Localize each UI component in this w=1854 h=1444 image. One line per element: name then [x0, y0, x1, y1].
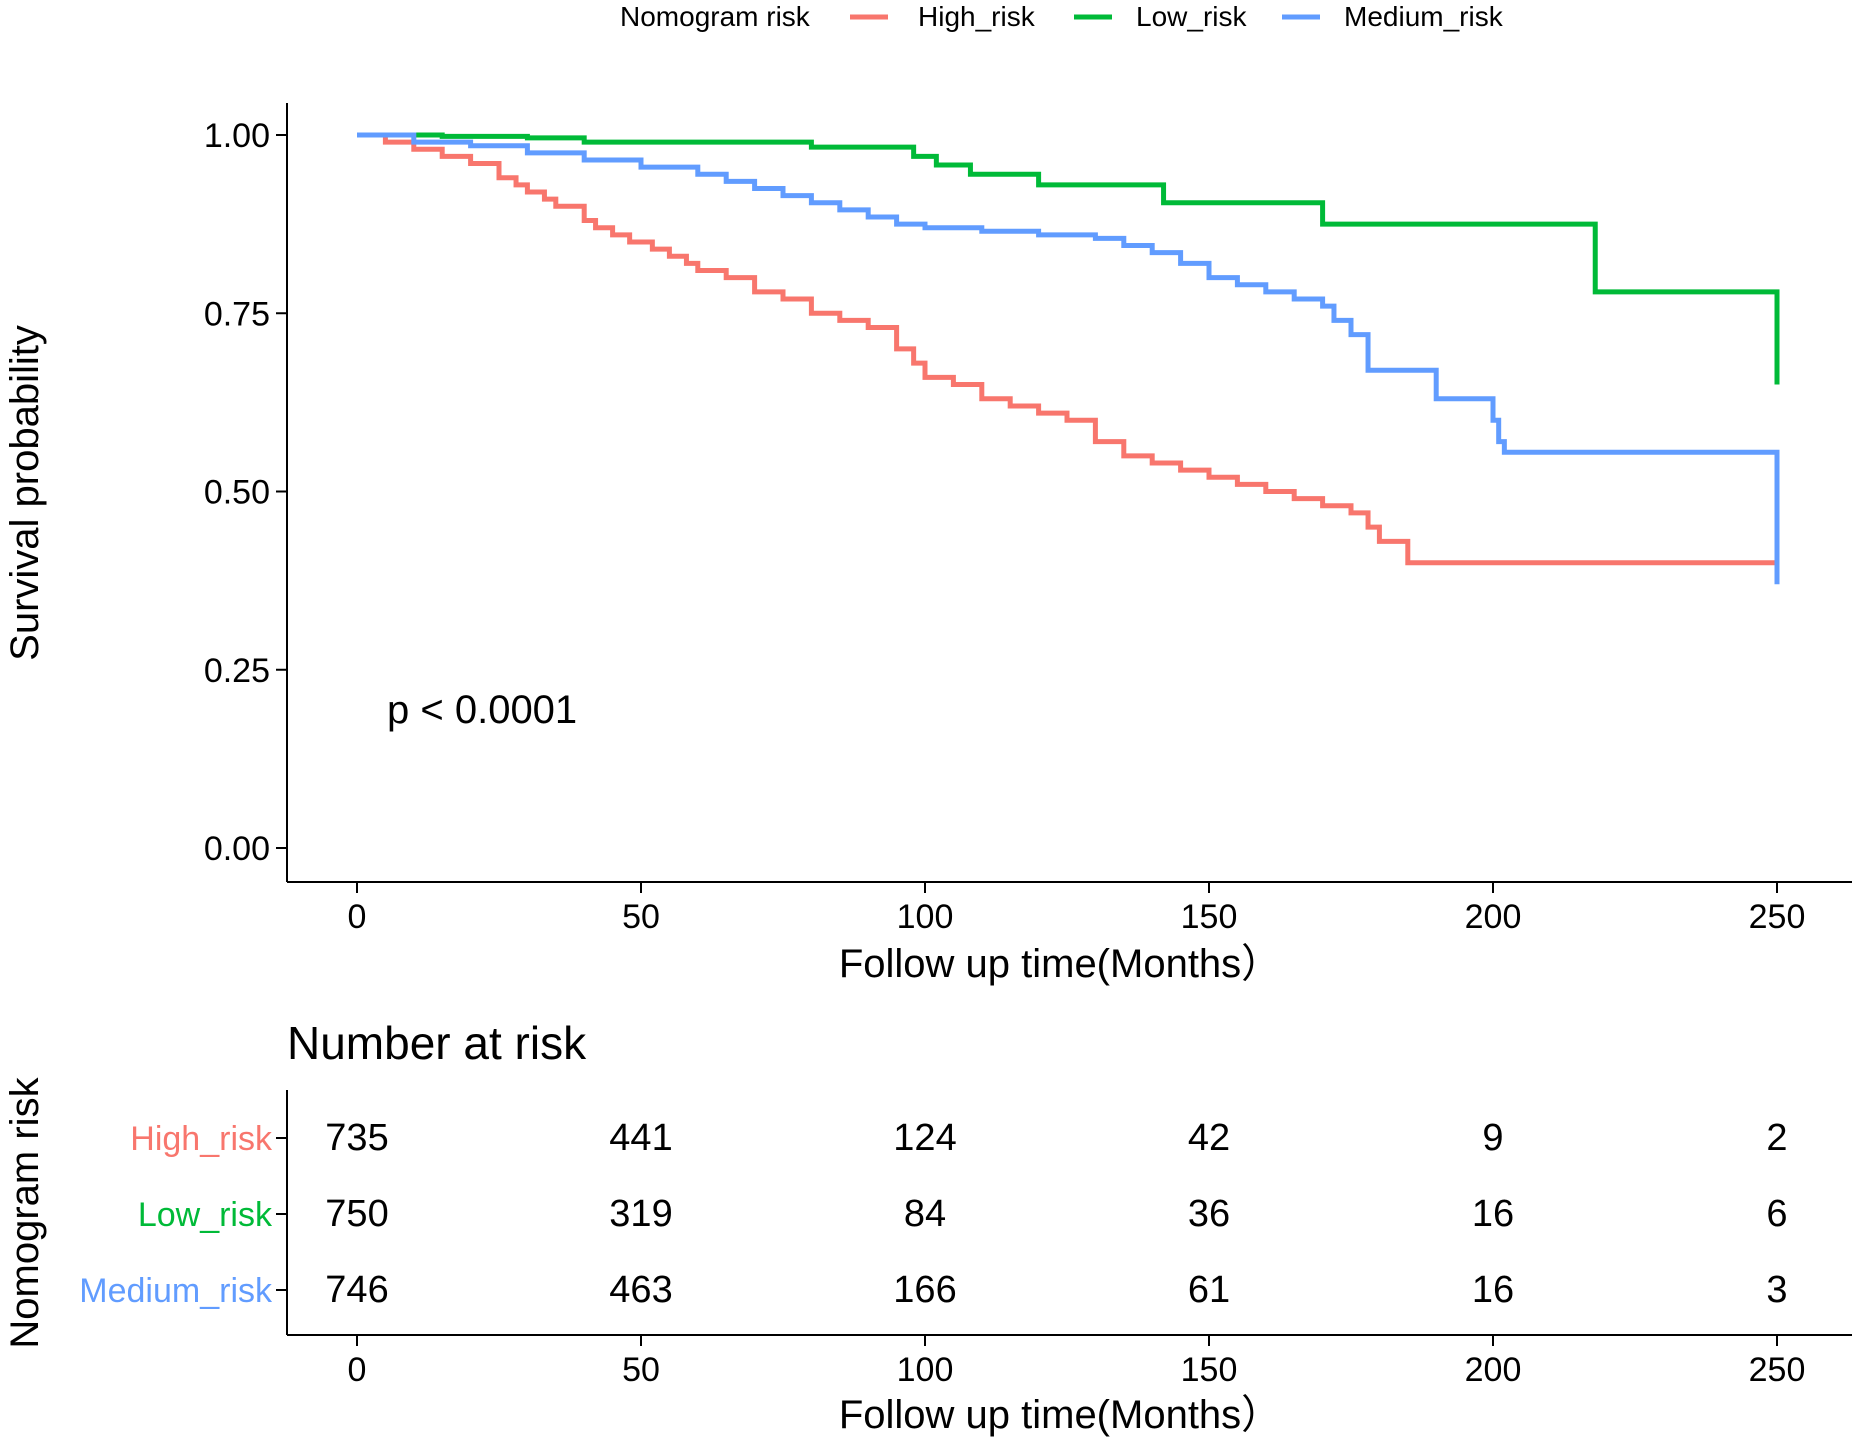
- risk-x-tick-label: 50: [622, 1351, 660, 1389]
- x-axis-ticks: 0 50 100 150 200 250: [348, 882, 1806, 936]
- legend-label-high-risk: High_risk: [918, 1, 1036, 32]
- p-value-annotation: p < 0.0001: [387, 688, 577, 732]
- legend-label-low-risk: Low_risk: [1136, 1, 1247, 32]
- survival-plot: 0.00 0.25 0.50 0.75 1.00 0 50 100 150 200 250 p <…: [3, 103, 1852, 986]
- y-tick-label: 0.25: [204, 652, 270, 690]
- y-axis-label: Survival probability: [3, 325, 47, 661]
- series-line-medium-risk: [357, 132, 1780, 585]
- y-tick-label: 1.00: [204, 117, 270, 155]
- risk-cell-low-risk-100: 84: [904, 1193, 946, 1235]
- risk-cell-medium-risk-0: 746: [325, 1269, 388, 1311]
- risk-table-title: Number at risk: [287, 1017, 587, 1069]
- y-tick-label: 0.50: [204, 474, 270, 512]
- risk-cell-low-risk-200: 16: [1472, 1193, 1514, 1235]
- risk-cell-high-risk-0: 735: [325, 1117, 388, 1159]
- risk-cell-high-risk-50: 441: [609, 1117, 672, 1159]
- x-axis-label: Follow up time(Months）: [839, 942, 1281, 986]
- y-axis-ticks: 0.00 0.25 0.50 0.75 1.00: [204, 117, 287, 868]
- x-tick-label: 50: [622, 898, 660, 936]
- risk-cell-high-risk-250: 2: [1766, 1117, 1787, 1159]
- series-line-high-risk: [357, 132, 1777, 566]
- risk-cell-high-risk-150: 42: [1188, 1117, 1230, 1159]
- legend: Nomogram risk High_risk Low_risk Medium_…: [620, 1, 1504, 32]
- risk-cell-high-risk-100: 124: [893, 1117, 956, 1159]
- risk-x-tick-label: 200: [1465, 1351, 1522, 1389]
- survival-curves: [357, 132, 1780, 585]
- risk-x-tick-label: 0: [348, 1351, 367, 1389]
- series-line-low-risk: [357, 132, 1780, 385]
- risk-x-tick-label: 150: [1181, 1351, 1238, 1389]
- risk-cell-low-risk-150: 36: [1188, 1193, 1230, 1235]
- risk-table-y-axis-label: Nomogram risk: [3, 1076, 47, 1348]
- risk-table: Number at risk High_risk 735 441 124 42 9 2 Low…: [3, 1017, 1852, 1437]
- risk-table-x-axis-ticks: 0 50 100 150 200 250: [348, 1335, 1806, 1389]
- risk-row-label-high-risk: High_risk: [130, 1120, 273, 1158]
- y-tick-label: 0.00: [204, 830, 270, 868]
- risk-cell-low-risk-250: 6: [1766, 1193, 1787, 1235]
- risk-cell-medium-risk-50: 463: [609, 1269, 672, 1311]
- risk-cell-medium-risk-250: 3: [1766, 1269, 1787, 1311]
- x-tick-label: 200: [1465, 898, 1522, 936]
- risk-table-x-axis-label: Follow up time(Months）: [839, 1393, 1281, 1437]
- risk-cell-medium-risk-150: 61: [1188, 1269, 1230, 1311]
- risk-cell-high-risk-200: 9: [1482, 1117, 1503, 1159]
- risk-cell-medium-risk-200: 16: [1472, 1269, 1514, 1311]
- risk-x-tick-label: 100: [897, 1351, 954, 1389]
- risk-cell-low-risk-50: 319: [609, 1193, 672, 1235]
- legend-title: Nomogram risk: [620, 1, 811, 32]
- y-tick-label: 0.75: [204, 295, 270, 333]
- risk-row-label-medium-risk: Medium_risk: [79, 1272, 273, 1310]
- x-tick-label: 100: [897, 898, 954, 936]
- legend-label-medium-risk: Medium_risk: [1344, 1, 1504, 32]
- risk-row-label-low-risk: Low_risk: [138, 1196, 273, 1234]
- x-tick-label: 150: [1181, 898, 1238, 936]
- risk-cell-low-risk-0: 750: [325, 1193, 388, 1235]
- x-tick-label: 250: [1749, 898, 1806, 936]
- risk-cell-medium-risk-100: 166: [893, 1269, 956, 1311]
- x-tick-label: 0: [348, 898, 367, 936]
- risk-x-tick-label: 250: [1749, 1351, 1806, 1389]
